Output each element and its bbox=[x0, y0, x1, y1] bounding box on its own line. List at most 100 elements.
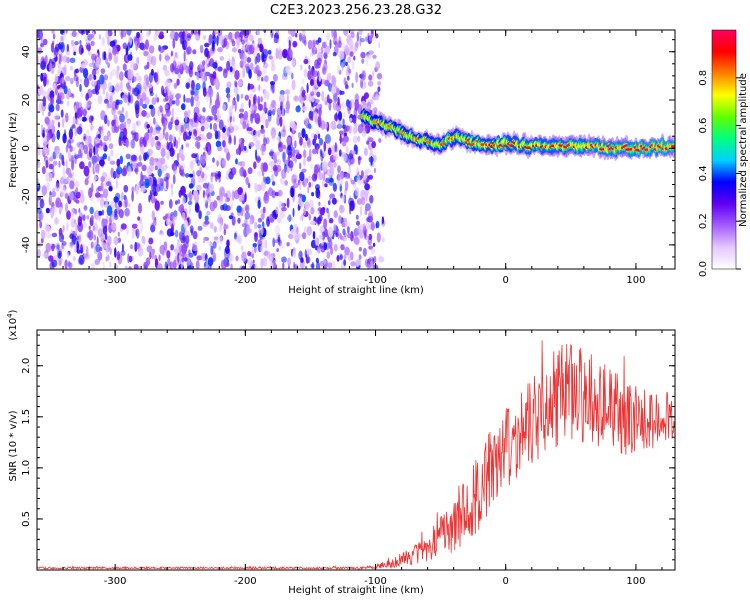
heatmap-cell bbox=[229, 123, 233, 129]
heatmap-cell bbox=[69, 180, 75, 190]
heatmap-cell bbox=[66, 43, 70, 52]
heatmap-cell bbox=[55, 149, 60, 159]
heatmap-cell bbox=[301, 232, 307, 240]
heatmap-cell bbox=[48, 111, 51, 117]
heatmap-cell bbox=[202, 87, 207, 97]
heatmap-cell bbox=[233, 135, 236, 146]
heatmap-cell bbox=[312, 102, 316, 107]
heatmap-cell bbox=[381, 237, 385, 243]
heatmap-cell bbox=[164, 55, 171, 61]
heatmap-cell bbox=[113, 236, 119, 246]
heatmap-cell bbox=[311, 182, 314, 187]
heatmap-cell bbox=[49, 156, 54, 162]
heatmap-cell bbox=[262, 206, 266, 214]
heatmap-cell bbox=[58, 227, 63, 237]
heatmap-cell bbox=[127, 253, 130, 264]
heatmap-cell bbox=[61, 76, 64, 85]
heatmap-cell bbox=[61, 154, 65, 166]
heatmap-cell bbox=[206, 93, 210, 103]
heatmap-cell bbox=[93, 146, 96, 156]
heatmap-cell bbox=[219, 236, 223, 245]
heatmap-cell bbox=[222, 68, 228, 79]
heatmap-cell bbox=[343, 232, 347, 238]
heatmap-cell bbox=[76, 241, 79, 251]
heatmap-cell bbox=[361, 70, 366, 81]
heatmap-cell bbox=[258, 84, 261, 91]
heatmap-cell bbox=[299, 162, 302, 170]
heatmap-cell bbox=[101, 218, 108, 224]
heatmap-cell bbox=[370, 155, 373, 166]
heatmap-cell bbox=[262, 176, 266, 182]
heatmap-cell bbox=[310, 263, 315, 268]
heatmap-cell bbox=[356, 31, 360, 42]
heatmap-cell bbox=[301, 92, 306, 98]
heatmap-cell bbox=[213, 114, 218, 121]
heatmap-cell bbox=[221, 159, 225, 166]
heatmap-cell bbox=[182, 31, 185, 40]
heatmap-cell bbox=[348, 197, 355, 206]
heatmap-cell bbox=[309, 51, 313, 58]
heatmap-cell bbox=[220, 259, 227, 269]
heatmap-cell bbox=[323, 263, 327, 269]
heatmap-cell bbox=[41, 124, 44, 134]
heatmap-cell bbox=[225, 224, 229, 230]
heatmap-cell bbox=[249, 113, 253, 122]
heatmap-cell bbox=[226, 81, 232, 89]
heatmap-cell bbox=[258, 103, 263, 111]
heatmap-cell bbox=[172, 38, 176, 49]
heatmap-cell bbox=[262, 107, 268, 112]
heatmap-cell bbox=[68, 173, 73, 178]
heatmap-cell bbox=[242, 69, 246, 78]
heatmap-cell bbox=[162, 64, 168, 72]
heatmap-cell bbox=[207, 236, 210, 244]
heatmap-cell bbox=[118, 71, 124, 81]
heatmap-cell bbox=[131, 186, 135, 193]
heatmap-cell bbox=[57, 69, 61, 76]
heatmap-cell bbox=[276, 115, 280, 126]
heatmap-cell bbox=[355, 145, 359, 156]
heatmap-cell bbox=[317, 44, 321, 52]
heatmap-cell bbox=[166, 85, 170, 95]
heatmap-cell bbox=[107, 82, 113, 93]
heatmap-cell bbox=[254, 183, 257, 190]
heatmap-cell bbox=[350, 251, 354, 261]
heatmap-cell bbox=[176, 78, 180, 86]
heatmap-cell bbox=[367, 80, 374, 87]
heatmap-cell bbox=[209, 122, 212, 130]
heatmap-cell bbox=[68, 138, 74, 144]
heatmap-cell bbox=[60, 109, 64, 118]
heatmap-cell bbox=[74, 180, 80, 188]
heatmap-cell bbox=[46, 182, 50, 192]
heatmap-cell bbox=[175, 93, 182, 100]
heatmap-cell bbox=[337, 65, 340, 74]
heatmap-cell bbox=[82, 30, 86, 35]
heatmap-cell bbox=[206, 132, 213, 140]
heatmap-cell bbox=[80, 244, 83, 254]
heatmap-cell bbox=[161, 113, 164, 121]
heatmap-cell bbox=[59, 244, 66, 252]
heatmap-cell bbox=[305, 266, 308, 269]
heatmap-cell bbox=[114, 192, 121, 201]
heatmap-x-ticks: -300 -200 -100 0 100 bbox=[36, 30, 663, 286]
heatmap-cell bbox=[162, 215, 168, 221]
heatmap-cell bbox=[317, 217, 320, 227]
heatmap-cell bbox=[317, 116, 322, 127]
heatmap-cell bbox=[101, 171, 108, 179]
heatmap-cell bbox=[117, 110, 123, 115]
heatmap-cell bbox=[263, 132, 266, 144]
heatmap-cell bbox=[252, 243, 258, 248]
heatmap-cell bbox=[358, 246, 362, 252]
heatmap-cell bbox=[284, 180, 289, 186]
heatmap-cell bbox=[286, 242, 290, 247]
heatmap-cell bbox=[316, 216, 322, 225]
heatmap-cell bbox=[87, 51, 93, 56]
heatmap-cell bbox=[101, 129, 105, 137]
heatmap-cell bbox=[299, 64, 303, 71]
heatmap-cell bbox=[327, 142, 331, 148]
heatmap-cell bbox=[225, 87, 231, 94]
y-tick-label: 1.5 bbox=[21, 409, 32, 425]
heatmap-cell bbox=[145, 257, 151, 266]
heatmap-cell bbox=[179, 204, 185, 214]
